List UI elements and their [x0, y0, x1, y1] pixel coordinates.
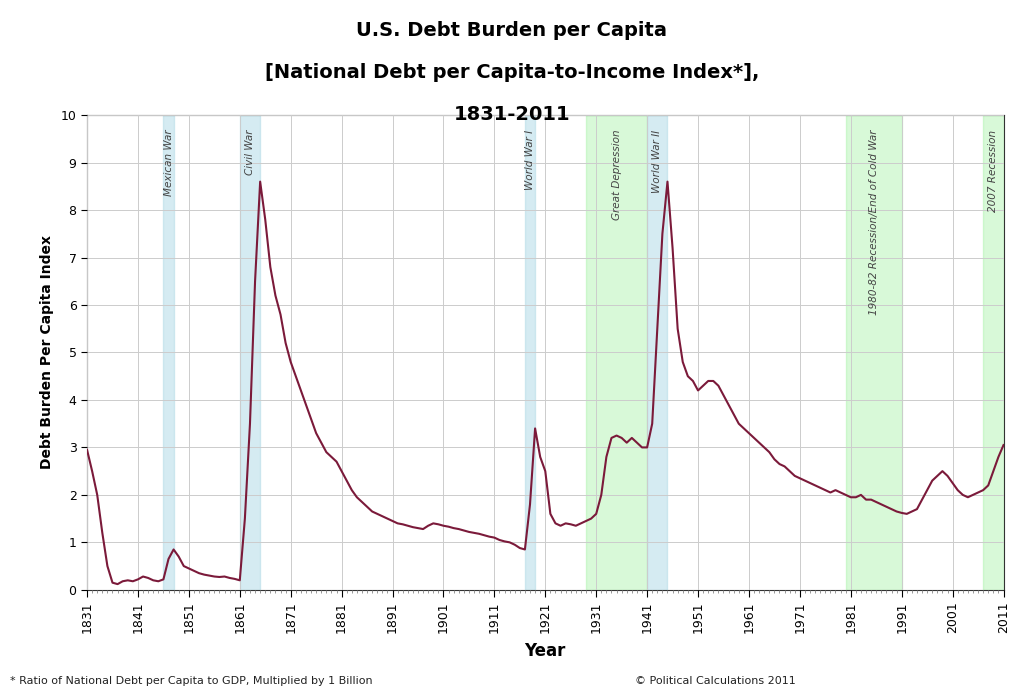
Text: 2007 Recession: 2007 Recession	[988, 129, 998, 211]
Text: World War I: World War I	[525, 129, 535, 190]
Bar	[846, 115, 902, 590]
Bar	[525, 115, 536, 590]
Text: * Ratio of National Debt per Capita to GDP, Multiplied by 1 Billion: * Ratio of National Debt per Capita to G…	[10, 676, 373, 686]
Bar	[240, 115, 260, 590]
Text: [National Debt per Capita-to-Income Index*],: [National Debt per Capita-to-Income Inde…	[265, 63, 759, 82]
Text: Great Depression: Great Depression	[611, 129, 622, 220]
Bar	[983, 115, 1004, 590]
Bar	[164, 115, 174, 590]
Text: Civil War: Civil War	[245, 129, 255, 175]
Y-axis label: Debt Burden Per Capita Index: Debt Burden Per Capita Index	[40, 235, 54, 470]
Text: 1980-82 Recession/End of Cold War: 1980-82 Recession/End of Cold War	[868, 129, 879, 315]
Text: U.S. Debt Burden per Capita: U.S. Debt Burden per Capita	[356, 21, 668, 40]
Text: © Political Calculations 2011: © Political Calculations 2011	[635, 676, 796, 686]
Bar	[647, 115, 668, 590]
Text: Mexican War: Mexican War	[164, 129, 173, 196]
Bar	[586, 115, 647, 590]
Text: World War II: World War II	[652, 129, 663, 193]
X-axis label: Year: Year	[524, 641, 566, 660]
Text: 1831-2011: 1831-2011	[454, 105, 570, 124]
